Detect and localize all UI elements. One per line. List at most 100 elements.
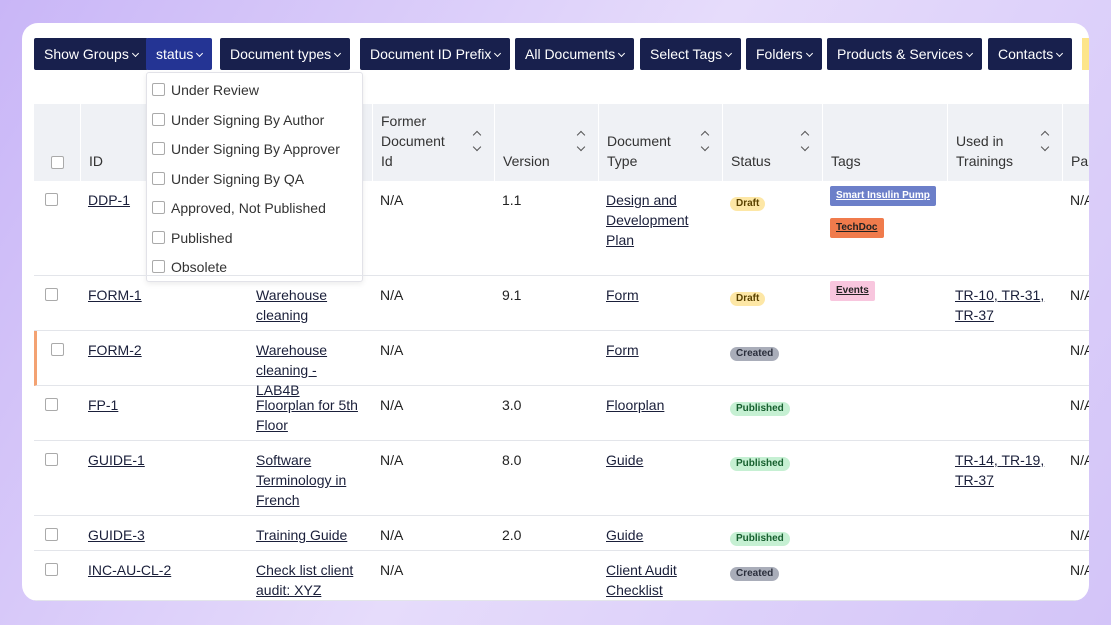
last-col: N/A — [1070, 562, 1089, 578]
status-cell: Published — [722, 451, 822, 471]
last-cell: N/A — [1062, 525, 1089, 545]
toolbar-button[interactable]: Folders — [746, 38, 822, 70]
toolbar-button[interactable]: Show Groups — [34, 38, 148, 70]
dropdown-option[interactable]: Under Signing By QA — [147, 169, 304, 189]
status-badge: Published — [730, 532, 790, 546]
id-cell: GUIDE-3 — [80, 525, 248, 545]
table-row: GUIDE-3 Training Guide N/A 2.0 Guide Publishe… — [34, 516, 1089, 551]
training-link[interactable]: TR-31 — [994, 287, 1040, 303]
status-badge: Created — [730, 347, 780, 361]
id-link[interactable]: INC-AU-CL-2 — [88, 562, 172, 578]
table-row: DDP-1 N/A 1.1 Design and Development Plan Dr… — [34, 181, 1089, 276]
status-cell: Created — [722, 341, 822, 361]
type-cell: Form — [598, 340, 722, 360]
title-link[interactable]: Floorplan for 5th Floor — [256, 397, 358, 433]
last-col: N/A — [1070, 342, 1089, 358]
tags-cell: Events — [822, 278, 947, 310]
tag[interactable]: Events — [830, 281, 875, 301]
dropdown-option[interactable]: Approved, Not Published — [147, 198, 326, 218]
type-link[interactable]: Form — [606, 287, 639, 303]
checkbox — [152, 83, 165, 96]
checkbox — [152, 230, 165, 244]
last-cell: N/A — [1062, 190, 1089, 210]
type-link[interactable]: Guide — [606, 527, 644, 543]
checkbox[interactable] — [45, 453, 58, 466]
checkbox[interactable] — [45, 563, 58, 576]
sort-icon[interactable] — [576, 130, 586, 152]
type-link[interactable]: Design and Development Plan — [606, 192, 689, 248]
training-link[interactable]: TR-10 — [955, 287, 994, 303]
id-cell: DDP-1 — [80, 190, 248, 210]
dropdown-option[interactable]: Under Signing By Author — [147, 110, 324, 130]
table-row: FP-1 Floorplan for 5th Floor N/A 3.0 Floorpl… — [34, 386, 1089, 441]
header-label: Former Document Id — [381, 113, 445, 169]
tag[interactable]: Smart Insulin Pump — [830, 186, 936, 206]
checkbox[interactable] — [45, 288, 58, 301]
type-cell: Guide — [598, 450, 722, 470]
toolbar-button[interactable]: Document ID Prefix — [360, 38, 511, 70]
version: 1.1 — [502, 192, 522, 208]
title-cell: Warehouse cleaning — [248, 285, 372, 325]
type-cell: Client Audit Checklist — [598, 560, 722, 600]
cut-off-button[interactable] — [1082, 38, 1089, 70]
status-badge: Draft — [730, 292, 766, 306]
tag[interactable]: TechDoc — [830, 218, 884, 238]
status-badge: Created — [730, 567, 780, 581]
toolbar-button[interactable]: Contacts — [988, 38, 1073, 70]
id-cell: GUIDE-1 — [80, 450, 248, 470]
checkbox[interactable] — [45, 528, 58, 541]
former-id: N/A — [380, 287, 404, 303]
sort-icon[interactable] — [472, 130, 482, 152]
checkbox[interactable] — [45, 193, 58, 206]
sort-icon[interactable] — [700, 130, 710, 152]
last-col: N/A — [1070, 287, 1089, 303]
title-link[interactable]: Check list client audit: XYZ — [256, 562, 354, 598]
training-link[interactable]: TR-14 — [955, 452, 994, 468]
id-link[interactable]: FORM-2 — [88, 342, 142, 358]
training-link[interactable]: TR-19 — [994, 452, 1040, 468]
dropdown-option[interactable]: Obsolete — [147, 257, 227, 277]
title-link[interactable]: Software Terminology in French — [256, 452, 347, 508]
header-label: Pa Do — [1071, 153, 1089, 169]
last-cell: N/A — [1062, 395, 1089, 415]
sort-icon[interactable] — [800, 130, 810, 152]
toolbar-button[interactable]: Document types — [220, 38, 351, 70]
id-link[interactable]: GUIDE-3 — [88, 527, 145, 543]
title-link[interactable]: Training Guide — [256, 527, 348, 543]
checkbox[interactable] — [51, 343, 64, 356]
id-link[interactable]: FP-1 — [88, 397, 119, 413]
header-label: Used in Trainings — [956, 133, 1014, 169]
toolbar-button[interactable]: Products & Services — [827, 38, 983, 70]
version: 3.0 — [502, 397, 522, 413]
header-cell: Version — [494, 104, 598, 181]
title-link[interactable]: Warehouse cleaning — [256, 287, 328, 323]
id-link[interactable]: DDP-1 — [88, 192, 131, 208]
sort-icon[interactable] — [1040, 130, 1050, 152]
dropdown-option[interactable]: Published — [147, 228, 233, 248]
type-link[interactable]: Client Audit Checklist — [606, 562, 677, 598]
last-cell: N/A — [1062, 560, 1089, 580]
header-label: ID — [89, 153, 103, 169]
type-link[interactable]: Form — [606, 342, 639, 358]
type-link[interactable]: Guide — [606, 452, 644, 468]
toolbar-button[interactable]: Select Tags — [640, 38, 742, 70]
type-link[interactable]: Floorplan — [606, 397, 665, 413]
last-col: N/A — [1070, 397, 1089, 413]
id-link[interactable]: FORM-1 — [88, 287, 142, 303]
toolbar-button[interactable]: All Documents — [515, 38, 635, 70]
checkbox[interactable] — [45, 398, 58, 411]
id-cell: FP-1 — [80, 395, 248, 415]
dropdown-option[interactable]: Under Signing By Approver — [147, 139, 340, 159]
toolbar-button[interactable]: status — [146, 38, 213, 70]
checkbox[interactable] — [51, 156, 64, 169]
title-link[interactable]: Warehouse cleaning - LAB4B — [256, 342, 328, 398]
id-link[interactable]: GUIDE-1 — [88, 452, 145, 468]
former-id: N/A — [380, 192, 404, 208]
former-id: N/A — [380, 397, 404, 413]
dropdown-option[interactable]: Under Review — [147, 80, 259, 100]
last-cell: N/A — [1062, 340, 1089, 360]
last-col: N/A — [1070, 192, 1089, 208]
header-cell: Pa Do — [1062, 104, 1089, 181]
status-cell: Published — [722, 396, 822, 416]
